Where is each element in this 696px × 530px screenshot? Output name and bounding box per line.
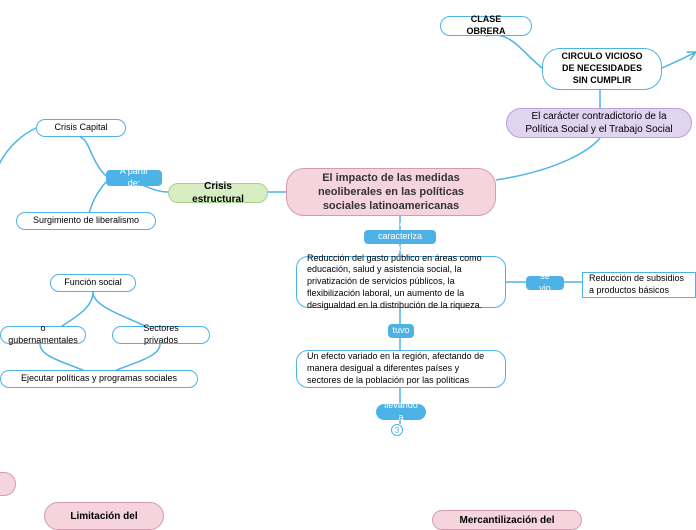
node-caracter[interactable]: El carácter contradictorio de la Polític… [506, 108, 692, 138]
central-node[interactable]: El impacto de las medidas neoliberales e… [286, 168, 496, 216]
node-sectores-privados[interactable]: Sectores privados [112, 326, 210, 344]
node-clase-obrera[interactable]: CLASE OBRERA [440, 16, 532, 36]
label-se-vio: se vio [526, 276, 564, 290]
expand-icon[interactable]: 3 [391, 424, 403, 436]
node-crisis-capital[interactable]: Crisis Capital [36, 119, 126, 137]
node-mercantilizacion[interactable]: Mercantilización del [432, 510, 582, 530]
node-circulo[interactable]: CIRCULO VICIOSO DE NECESIDADES SIN CUMPL… [542, 48, 662, 90]
node-reduccion-subsidios[interactable]: Reducción de subsidios a productos básic… [582, 272, 696, 298]
node-ejecutar[interactable]: Ejecutar políticas y programas sociales [0, 370, 198, 388]
node-surgimiento[interactable]: Surgimiento de liberalismo [16, 212, 156, 230]
label-llevando: llevando a [376, 404, 426, 420]
label-a-partir: A partir de: [106, 170, 162, 186]
node-gubernamentales[interactable]: o gubernamentales [0, 326, 86, 344]
label-tuvo: tuvo [388, 324, 414, 338]
node-reduccion-gasto[interactable]: Reducción del gasto público en áreas com… [296, 256, 506, 308]
label-se-caracteriza: se caracteriza por [364, 230, 436, 244]
node-efecto-variado[interactable]: Un efecto variado en la región, afectand… [296, 350, 506, 388]
node-limitacion[interactable]: Limitación del [44, 502, 164, 530]
node-funcion-social[interactable]: Función social [50, 274, 136, 292]
node-crisis-estructural[interactable]: Crisis estructural [168, 183, 268, 203]
node-partial-left[interactable] [0, 472, 16, 496]
